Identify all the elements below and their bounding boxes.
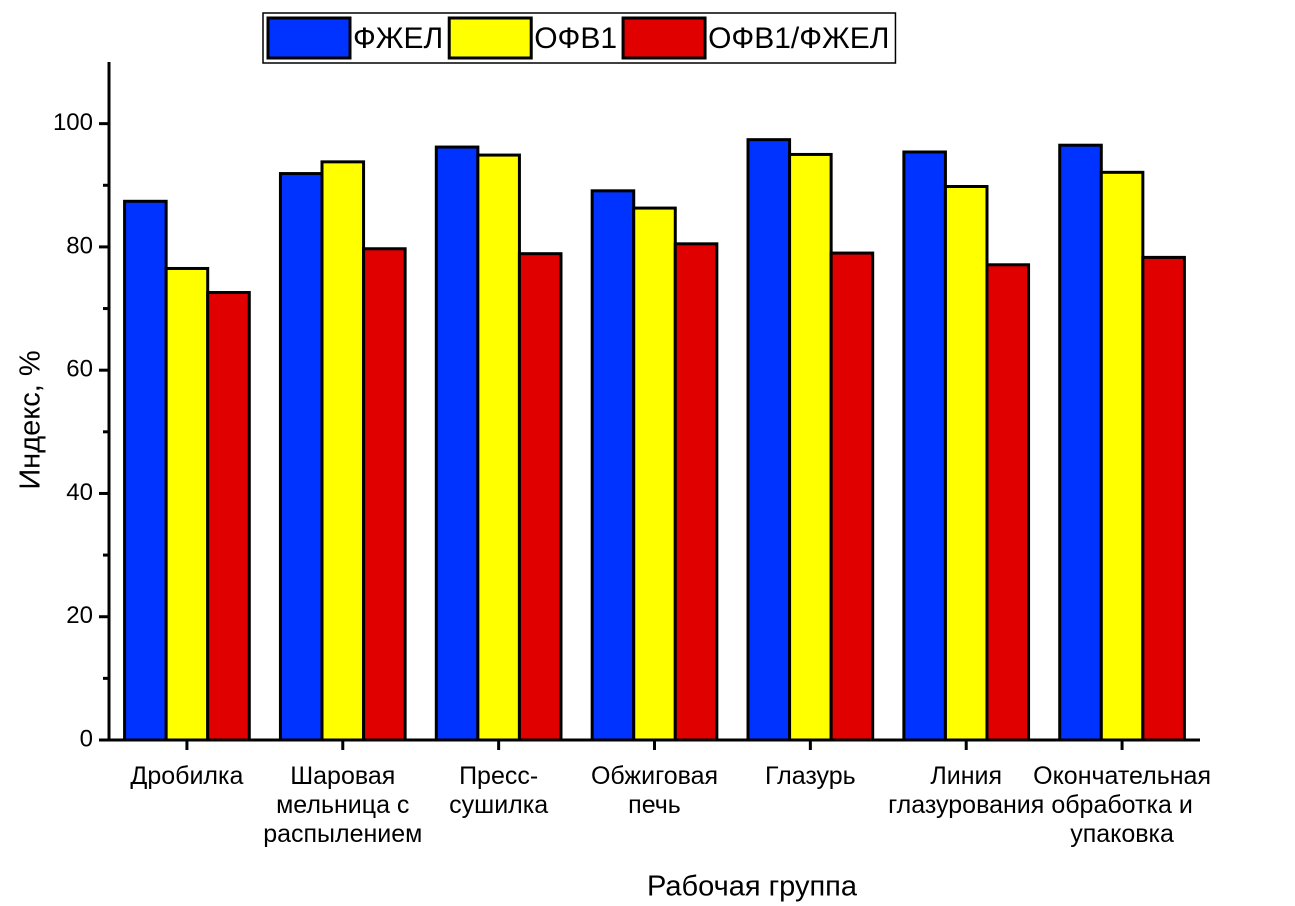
legend-box (262, 12, 897, 64)
bar (206, 291, 251, 742)
legend-swatch (266, 16, 352, 60)
legend-swatch (621, 16, 707, 60)
y-tick-label: 40 (66, 479, 93, 506)
y-axis-label: Индекс, % (15, 350, 47, 489)
y-tick-label: 100 (53, 109, 93, 136)
bar (943, 185, 989, 742)
bar (746, 138, 792, 742)
bar (517, 252, 563, 742)
y-tick-label: 60 (66, 356, 93, 383)
bar (632, 206, 677, 742)
bar (320, 160, 366, 742)
bar (123, 199, 168, 742)
bar (362, 247, 407, 742)
x-tick-label: Линия глазурования (888, 762, 1045, 819)
y-tick-label: 20 (66, 602, 93, 629)
bar (164, 266, 210, 742)
legend: ФЖЕЛ ОФВ1 ОФВ1/ФЖЕЛ (262, 12, 897, 64)
bar (1141, 255, 1186, 742)
y-tick-label: 0 (80, 725, 93, 752)
x-tick-label: Окончательная обработка и упаковка (1033, 762, 1211, 848)
bar (434, 145, 480, 742)
x-tick-label: Глазурь (765, 762, 856, 790)
x-tick-label: Шаровая мельница с распылением (263, 762, 423, 848)
bar (590, 189, 636, 742)
bar (673, 242, 719, 742)
y-tick-label: 80 (66, 232, 93, 259)
x-tick-label: Обжиговая печь (590, 762, 719, 819)
x-axis-label: Рабочая группа (647, 871, 858, 903)
bar (278, 172, 324, 742)
bar (1099, 170, 1145, 742)
bar (829, 251, 875, 742)
bar (985, 263, 1031, 742)
legend-label: ФЖЕЛ (353, 22, 443, 55)
legend-swatch (447, 16, 533, 60)
bar (1058, 143, 1103, 742)
bar (788, 152, 833, 742)
bar (902, 150, 947, 742)
x-tick-label: Пресс- сушилка (449, 762, 549, 819)
bar (476, 153, 521, 742)
legend-label: ОФВ1/ФЖЕЛ (708, 22, 889, 55)
x-tick-label: Дробилка (130, 762, 244, 790)
legend-label: ОФВ1 (534, 22, 617, 55)
